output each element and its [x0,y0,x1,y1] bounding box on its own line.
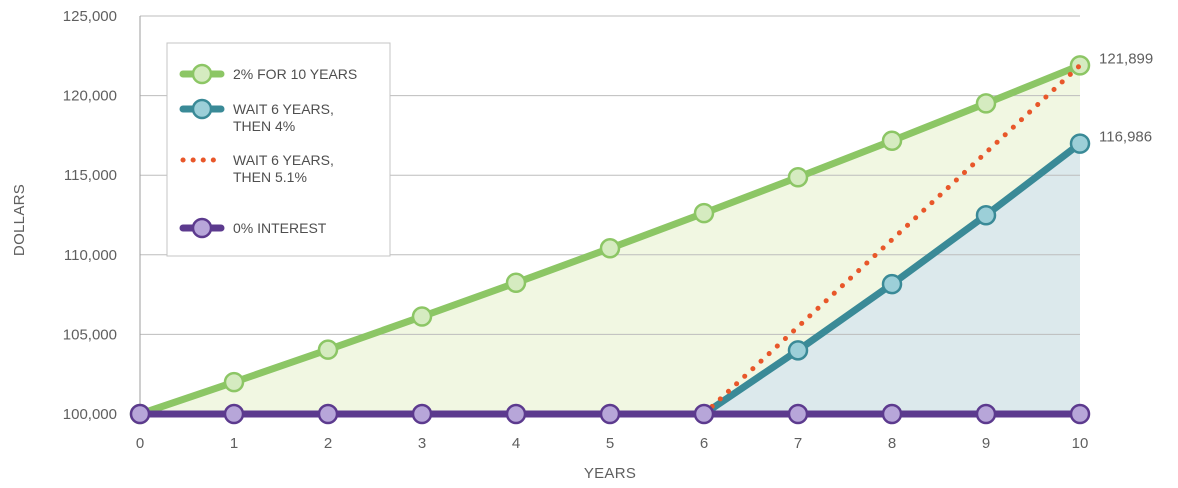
legend-item-wait-6-years-then-5-1: WAIT 6 YEARS,THEN 5.1% [180,152,334,185]
data-point [223,403,245,425]
data-point [975,403,997,425]
data-point [787,403,809,425]
end-value-label: 116,986 [1099,129,1152,146]
legend-marker [191,63,213,85]
x-tick-label: 10 [1072,435,1089,452]
x-tick-label: 4 [512,435,520,452]
y-tick-label: 100,000 [63,406,117,423]
data-point [223,371,245,393]
data-point [317,403,339,425]
legend-label: WAIT 6 YEARS, [233,152,334,168]
y-tick-label: 110,000 [64,247,117,264]
y-tick-label: 120,000 [63,88,117,105]
legend-label: 0% INTEREST [233,220,327,236]
data-point [317,339,339,360]
series-line [701,62,1083,417]
data-point [881,403,903,425]
x-tick-label: 9 [982,435,990,452]
data-point [693,403,715,425]
data-point [411,403,433,425]
legend-label: 2% FOR 10 YEARS [233,66,357,82]
x-tick-label: 1 [230,435,238,452]
data-point [693,202,715,224]
series-0-interest [129,403,1091,425]
x-tick-label: 6 [700,435,708,452]
data-point [1069,133,1091,154]
data-point [975,204,997,226]
legend-label: THEN 5.1% [233,169,307,185]
area-wait-6-years-then-4 [704,143,1080,414]
series-wait-6-years-then-5-1 [701,62,1083,417]
x-axis-title: YEARS [584,465,636,482]
data-point [787,340,809,361]
x-tick-label: 2 [324,435,332,452]
end-value-labels: 121,899 116,986 [1099,50,1153,145]
chart-series [129,55,1091,425]
y-tick-label: 125,000 [63,8,117,25]
x-tick-label: 7 [794,435,802,452]
data-point [129,403,151,425]
chart-areas [140,65,1080,414]
data-point [599,403,621,425]
y-axis-ticks: 100,000 105,000 110,000 115,000 120,000 125,0… [63,8,117,423]
x-tick-label: 5 [606,435,614,452]
data-point [599,238,621,259]
data-point [505,272,527,294]
data-point [411,306,433,327]
x-axis-ticks: 0 1 2 3 4 5 6 7 8 9 10 [136,435,1089,452]
legend-marker [191,217,213,239]
x-tick-label: 3 [418,435,426,452]
y-tick-label: 105,000 [63,326,117,343]
x-tick-label: 8 [888,435,896,452]
y-axis-title: DOLLARS [11,184,28,256]
end-value-label: 121,899 [1099,50,1153,67]
data-point [881,130,903,151]
data-point [881,273,903,295]
x-tick-label: 0 [136,435,144,452]
legend-item-wait-6-years-then-4: WAIT 6 YEARS,THEN 4% [179,98,334,134]
legend-item-2-for-10-years: 2% FOR 10 YEARS [179,63,357,85]
data-point [975,93,997,114]
legend-marker [191,98,213,120]
series-wait-6-years-then-4 [700,133,1091,418]
legend-item-0-interest: 0% INTEREST [179,217,327,239]
legend-label: WAIT 6 YEARS, [233,101,334,117]
data-point [787,167,809,188]
legend-label: THEN 4% [233,118,295,134]
y-tick-label: 115,000 [64,167,117,184]
data-point [505,403,527,425]
data-point [1069,403,1091,425]
